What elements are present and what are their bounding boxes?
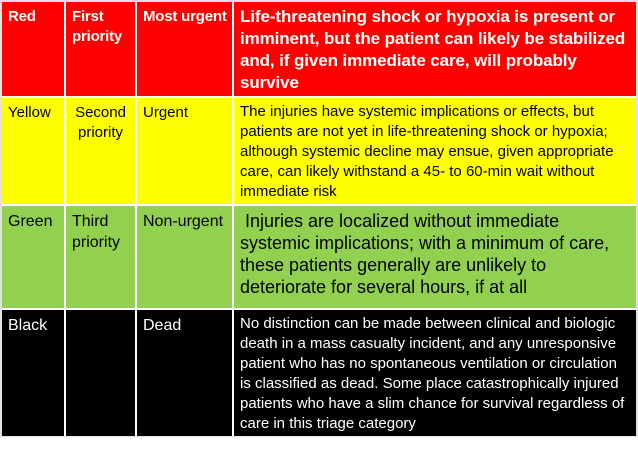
triage-row-black: Black Dead No distinction can be made be… bbox=[2, 310, 636, 436]
triage-category-table: Red First priority Most urgent Life-thre… bbox=[0, 0, 638, 437]
red-description-cell: Life-threatening shock or hypoxia is pre… bbox=[234, 2, 636, 96]
yellow-description-cell: The injuries have systemic implications … bbox=[234, 98, 636, 204]
black-priority-cell bbox=[66, 310, 135, 436]
black-color-label-cell: Black bbox=[2, 310, 64, 436]
red-urgency-cell: Most urgent bbox=[137, 2, 232, 96]
green-description-cell: Injuries are localized without immediate… bbox=[234, 206, 636, 308]
red-color-label-cell: Red bbox=[2, 2, 64, 96]
yellow-priority-cell: Second priority bbox=[66, 98, 135, 204]
green-priority-cell: Third priority bbox=[66, 206, 135, 308]
green-urgency-cell: Non-urgent bbox=[137, 206, 232, 308]
triage-row-red: Red First priority Most urgent Life-thre… bbox=[2, 2, 636, 96]
triage-row-yellow: Yellow Second priority Urgent The injuri… bbox=[2, 98, 636, 204]
triage-row-green: Green Third priority Non-urgent Injuries… bbox=[2, 206, 636, 308]
black-urgency-cell: Dead bbox=[137, 310, 232, 436]
yellow-color-label-cell: Yellow bbox=[2, 98, 64, 204]
black-description-cell: No distinction can be made between clini… bbox=[234, 310, 636, 436]
green-color-label-cell: Green bbox=[2, 206, 64, 308]
red-priority-cell: First priority bbox=[66, 2, 135, 96]
yellow-urgency-cell: Urgent bbox=[137, 98, 232, 204]
